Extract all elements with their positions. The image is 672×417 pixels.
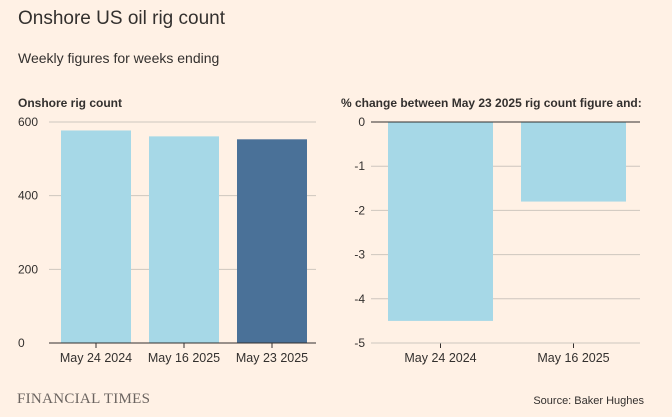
chart-title: Onshore US oil rig count: [18, 8, 225, 29]
right-y-tick-label: -5: [354, 336, 365, 350]
right-bar: [388, 122, 493, 321]
ft-logo: FINANCIAL TIMES: [17, 391, 151, 407]
right-x-tick-label: May 16 2025: [537, 351, 609, 365]
right-chart-title: % change between May 23 2025 rig count f…: [341, 96, 642, 110]
chart-subtitle: Weekly figures for weeks ending: [18, 50, 220, 66]
source-note: Source: Baker Hughes: [533, 395, 644, 407]
left-y-tick-label: 600: [18, 115, 38, 129]
left-y-tick-label: 400: [18, 189, 38, 203]
right-bar: [521, 122, 626, 202]
left-y-tick-label: 200: [18, 262, 38, 276]
right-x-tick-label: May 24 2024: [404, 351, 476, 365]
left-bar: [61, 130, 131, 343]
left-chart-title: Onshore rig count: [18, 96, 123, 110]
left-bar: [237, 139, 307, 343]
left-x-tick-label: May 23 2025: [236, 351, 308, 365]
left-x-tick-label: May 24 2024: [60, 351, 132, 365]
right-y-tick-label: -2: [354, 203, 365, 217]
right-y-tick-label: -1: [354, 159, 365, 173]
left-y-tick-label: 0: [18, 336, 25, 350]
right-y-tick-label: 0: [358, 115, 365, 129]
left-x-tick-label: May 16 2025: [148, 351, 220, 365]
right-y-tick-label: -3: [354, 248, 365, 262]
right-y-tick-label: -4: [354, 292, 365, 306]
left-bar: [149, 136, 219, 343]
